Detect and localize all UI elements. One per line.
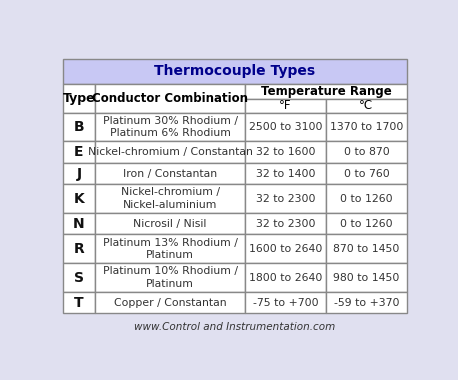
Text: K: K [74, 192, 84, 206]
Bar [95, 263, 245, 292]
Bar [245, 163, 326, 184]
Text: T: T [74, 296, 84, 310]
Bar [326, 292, 407, 314]
Bar [326, 112, 407, 141]
Text: 980 to 1450: 980 to 1450 [333, 272, 400, 282]
Bar [245, 213, 326, 234]
Bar [245, 112, 326, 141]
Bar [63, 59, 407, 84]
Text: -59 to +370: -59 to +370 [334, 298, 399, 307]
Text: Nicrosil / Nisil: Nicrosil / Nisil [133, 218, 207, 229]
Text: 1600 to 2640: 1600 to 2640 [249, 244, 322, 254]
Text: 870 to 1450: 870 to 1450 [333, 244, 400, 254]
Bar [326, 263, 407, 292]
Text: R: R [74, 242, 84, 256]
Text: 32 to 2300: 32 to 2300 [256, 193, 315, 204]
Text: 32 to 2300: 32 to 2300 [256, 218, 315, 229]
Text: 1800 to 2640: 1800 to 2640 [249, 272, 322, 282]
Text: 2500 to 3100: 2500 to 3100 [249, 122, 322, 132]
Bar [326, 184, 407, 213]
Text: 1370 to 1700: 1370 to 1700 [330, 122, 403, 132]
Text: www.Control and Instrumentation.com: www.Control and Instrumentation.com [134, 322, 335, 332]
Bar [63, 184, 95, 213]
Bar [245, 292, 326, 314]
Text: Iron / Constantan: Iron / Constantan [123, 168, 217, 179]
Bar [245, 263, 326, 292]
Bar [63, 213, 95, 234]
Text: Conductor Combination: Conductor Combination [92, 92, 248, 105]
Bar [326, 234, 407, 263]
Bar [95, 234, 245, 263]
Text: B: B [74, 120, 84, 134]
Bar [326, 99, 407, 112]
Text: 0 to 760: 0 to 760 [344, 168, 389, 179]
Bar [95, 141, 245, 163]
Bar [63, 292, 95, 314]
Bar [245, 184, 326, 213]
Bar [95, 292, 245, 314]
Text: 32 to 1600: 32 to 1600 [256, 147, 315, 157]
Bar [95, 184, 245, 213]
Text: Thermocouple Types: Thermocouple Types [154, 64, 315, 78]
Bar [326, 213, 407, 234]
Text: E: E [74, 145, 84, 159]
Bar [63, 84, 95, 112]
Bar [63, 234, 95, 263]
Bar [95, 84, 245, 112]
Text: Temperature Range: Temperature Range [261, 85, 391, 98]
Bar [95, 213, 245, 234]
Bar [245, 234, 326, 263]
Text: 0 to 1260: 0 to 1260 [340, 193, 393, 204]
Text: Copper / Constantan: Copper / Constantan [114, 298, 226, 307]
Text: Platinum 13% Rhodium /
Platinum: Platinum 13% Rhodium / Platinum [103, 238, 238, 260]
Bar [63, 112, 95, 141]
Bar [95, 112, 245, 141]
Bar [63, 141, 95, 163]
Text: J: J [76, 166, 82, 180]
Bar [245, 84, 407, 99]
Bar [326, 163, 407, 184]
Text: Nickel-chromium /
Nickel-aluminium: Nickel-chromium / Nickel-aluminium [120, 187, 220, 210]
Text: Type: Type [63, 92, 95, 105]
Text: S: S [74, 271, 84, 285]
Text: Nickel-chromium / Constantan: Nickel-chromium / Constantan [88, 147, 253, 157]
Text: °C: °C [360, 100, 373, 112]
Text: 0 to 1260: 0 to 1260 [340, 218, 393, 229]
Text: 0 to 870: 0 to 870 [344, 147, 389, 157]
Bar [63, 263, 95, 292]
Bar [63, 163, 95, 184]
Bar [245, 141, 326, 163]
Text: N: N [73, 217, 85, 231]
Text: Platinum 30% Rhodium /
Platinum 6% Rhodium: Platinum 30% Rhodium / Platinum 6% Rhodi… [103, 116, 238, 138]
Bar [326, 141, 407, 163]
Text: -75 to +700: -75 to +700 [253, 298, 318, 307]
Text: Platinum 10% Rhodium /
Platinum: Platinum 10% Rhodium / Platinum [103, 266, 238, 289]
Bar [95, 163, 245, 184]
Text: 32 to 1400: 32 to 1400 [256, 168, 315, 179]
Bar [245, 99, 326, 112]
Text: °F: °F [279, 100, 292, 112]
